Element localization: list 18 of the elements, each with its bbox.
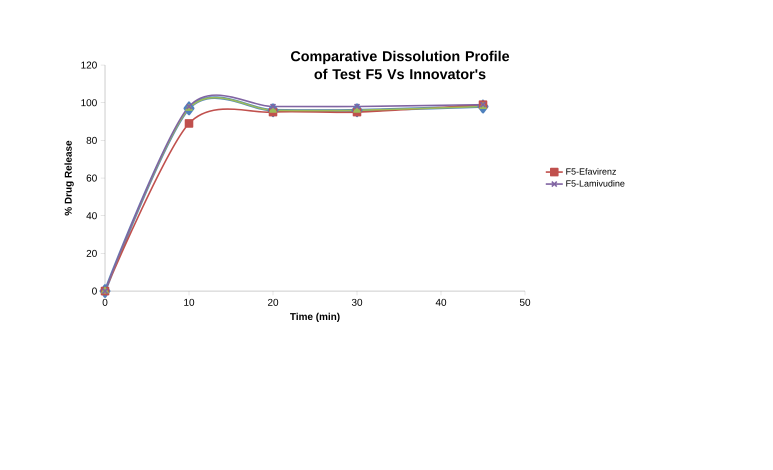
- y-tick-label: 0: [92, 288, 97, 295]
- y-tick-label: 80: [86, 136, 97, 144]
- y-tick-label: 120: [81, 62, 97, 69]
- x-tick-label: 50: [520, 298, 530, 306]
- x-tick-label: 20: [268, 298, 278, 306]
- x-tick-label: 30: [352, 298, 362, 306]
- y-tick-label: 100: [81, 99, 97, 106]
- y-tick-label: 20: [86, 250, 97, 257]
- y-tick-label: 40: [86, 212, 97, 220]
- x-axis-title: Time (min): [290, 312, 340, 322]
- x-tick-label: 10: [184, 298, 194, 306]
- x-tick-label: 40: [436, 298, 446, 306]
- x-tick-label: 0: [102, 298, 108, 306]
- y-axis-title: % Drug Release: [64, 140, 74, 216]
- chart-title: Comparative Dissolution Profile of Test F5 Vs Innovator's: [290, 50, 510, 80]
- legend-label: F5-Efavirenz: [566, 168, 616, 175]
- legend-label: F5-Lamivudine: [566, 180, 624, 187]
- y-tick-label: 60: [86, 174, 97, 182]
